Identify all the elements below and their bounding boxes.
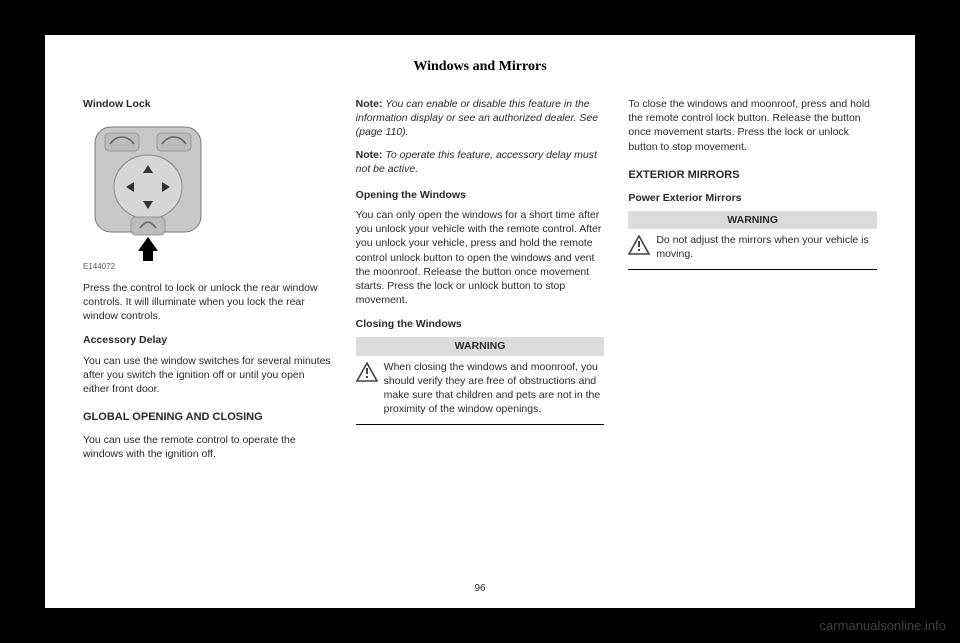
heading-accessory-delay: Accessory Delay — [83, 333, 332, 347]
note-label: Note: — [356, 149, 383, 161]
page-number: 96 — [45, 583, 915, 594]
column-2: Note: You can enable or disable this fea… — [356, 97, 605, 471]
heading-window-lock: Window Lock — [83, 97, 332, 111]
note-2: Note: To operate this feature, accessory… — [356, 148, 605, 176]
paragraph-accessory-delay: You can use the window switches for seve… — [83, 354, 332, 397]
warning-box-mirrors: Do not adjust the mirrors when your vehi… — [628, 233, 877, 270]
note-1: Note: You can enable or disable this fea… — [356, 97, 605, 140]
column-3: To close the windows and moonroof, press… — [628, 97, 877, 471]
paragraph-close-windows: To close the windows and moonroof, press… — [628, 97, 877, 154]
column-1: Window Lock — [83, 97, 332, 471]
window-lock-icon — [83, 117, 213, 262]
warning-text: When closing the windows and moonroof, y… — [384, 360, 605, 417]
manual-page: Windows and Mirrors Window Lock — [45, 35, 915, 608]
note-text: To operate this feature, accessory delay… — [356, 149, 597, 175]
paragraph-press-control: Press the control to lock or unlock the … — [83, 281, 332, 324]
paragraph-global-opening: You can use the remote control to operat… — [83, 433, 332, 461]
warning-text: Do not adjust the mirrors when your vehi… — [656, 233, 877, 261]
warning-header: WARNING — [628, 211, 877, 229]
watermark: carmanualsonline.info — [820, 618, 946, 633]
figure-window-lock: E144072 — [83, 117, 332, 273]
warning-triangle-icon — [356, 362, 378, 382]
heading-global-opening: GLOBAL OPENING AND CLOSING — [83, 410, 332, 425]
heading-exterior-mirrors: EXTERIOR MIRRORS — [628, 168, 877, 183]
warning-header: WARNING — [356, 337, 605, 355]
heading-power-exterior-mirrors: Power Exterior Mirrors — [628, 191, 877, 205]
heading-closing-windows: Closing the Windows — [356, 317, 605, 331]
figure-label: E144072 — [83, 262, 332, 273]
heading-opening-windows: Opening the Windows — [356, 188, 605, 202]
page-title: Windows and Mirrors — [83, 59, 877, 75]
warning-triangle-icon — [628, 235, 650, 255]
warning-box-closing: When closing the windows and moonroof, y… — [356, 360, 605, 426]
note-text: You can enable or disable this feature i… — [356, 98, 598, 138]
content-columns: Window Lock — [83, 97, 877, 471]
paragraph-opening-windows: You can only open the windows for a shor… — [356, 208, 605, 307]
note-label: Note: — [356, 98, 383, 110]
